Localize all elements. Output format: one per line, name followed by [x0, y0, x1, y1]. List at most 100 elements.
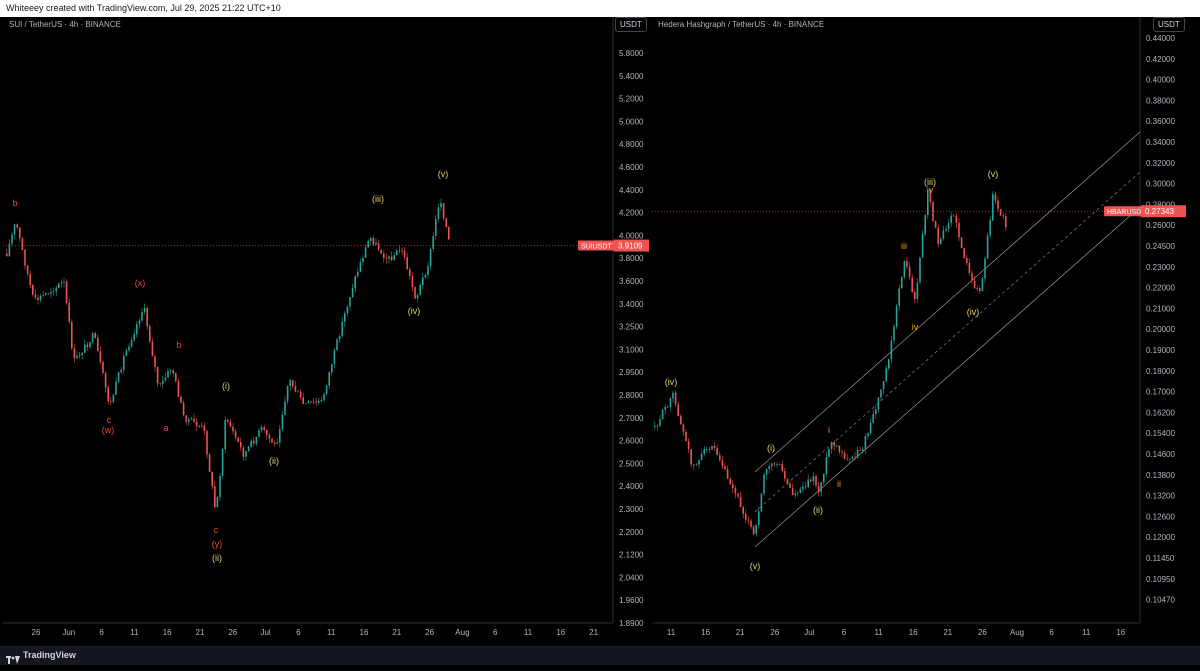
candle-body	[414, 287, 416, 299]
candle-body	[29, 273, 31, 285]
time-tick-label: 26	[32, 628, 41, 637]
candle-body	[708, 449, 711, 450]
candle-body	[656, 425, 659, 427]
candle-body	[713, 446, 716, 449]
time-tick-label: 16	[163, 628, 172, 637]
candle-body	[737, 493, 739, 497]
time-tick-label: 6	[842, 628, 847, 637]
price-tick-label: 4.6000	[619, 163, 644, 172]
price-tick-label: 2.5000	[619, 459, 644, 468]
candle-body	[341, 321, 343, 336]
candle-body	[989, 220, 991, 236]
candle-body	[21, 238, 24, 250]
candle-body	[164, 377, 167, 381]
candle-body	[390, 256, 393, 261]
candle-body	[169, 370, 172, 372]
chart-panel-hbar[interactable]: 0.44000 0.42000 0.40000 0.38000 0.36000 0.340…	[652, 17, 1197, 646]
price-tag-value-bg	[1141, 205, 1186, 218]
price-tick-label: 4.2000	[619, 209, 644, 218]
candle-body	[245, 451, 247, 457]
candle-body	[940, 238, 942, 245]
wave-label: (iv)	[967, 307, 980, 317]
candle-body	[906, 261, 908, 267]
candle-body	[885, 368, 887, 382]
price-tick-label: 0.28000	[1146, 200, 1175, 209]
candle-body	[258, 430, 260, 437]
price-tick-label: 5.8000	[619, 49, 644, 58]
candle-body	[55, 287, 57, 292]
price-tick-label: 0.32000	[1146, 159, 1175, 168]
candle-body	[888, 359, 890, 369]
candle-body	[654, 426, 656, 427]
candle-body	[175, 373, 177, 382]
candle-body	[745, 513, 747, 520]
price-tick-label: 0.23000	[1146, 263, 1175, 272]
candle-body	[942, 230, 945, 239]
hbar-chart[interactable]: 0.44000 0.42000 0.40000 0.38000 0.36000 0.340…	[652, 17, 1197, 646]
candle-body	[325, 385, 328, 394]
price-tick-label: 0.34000	[1146, 138, 1175, 147]
candle-body	[442, 203, 445, 219]
time-tick-label: Jul	[804, 628, 814, 637]
wave-label: (ii)	[813, 505, 823, 515]
candle-body	[279, 429, 281, 443]
candle-body	[979, 288, 981, 292]
candle-body	[763, 474, 765, 494]
chart-panel-sui[interactable]: 5.8000 5.4000 5.2000 5.0000 4.8000 4.6000 4.40…	[3, 17, 649, 646]
candle-body	[151, 341, 154, 357]
candle-body	[232, 426, 234, 432]
wave-label: (iv)	[408, 306, 421, 316]
wave-label: (i)	[767, 443, 775, 453]
candle-body	[141, 312, 143, 321]
candle-body	[950, 215, 952, 223]
wave-label: (i)	[222, 381, 230, 391]
wave-label: (iv)	[665, 377, 678, 387]
price-tick-label: 0.19000	[1146, 346, 1175, 355]
candle-body	[435, 218, 437, 237]
candle-body	[760, 493, 763, 512]
candle-body	[833, 442, 835, 446]
candle-body	[758, 511, 760, 525]
candle-body	[39, 295, 42, 301]
price-tick-label: 0.15400	[1146, 429, 1175, 438]
time-tick-label: 11	[874, 628, 883, 637]
candle-body	[817, 485, 820, 493]
hbar-currency-button[interactable]: USDT	[1153, 17, 1185, 32]
candle-body	[338, 335, 341, 340]
candle-body	[208, 454, 211, 472]
candle-body	[958, 222, 960, 238]
candle-body	[953, 215, 955, 217]
candle-body	[377, 242, 380, 250]
wave-label: (w)	[102, 425, 115, 435]
candle-body	[76, 355, 78, 359]
price-tag-value: 3.9109	[618, 242, 643, 251]
wave-label: (y)	[212, 539, 223, 549]
candle-body	[908, 266, 911, 278]
candle-body	[693, 464, 695, 466]
price-tick-label: 0.38000	[1146, 96, 1175, 105]
candle-body	[11, 234, 13, 244]
price-tick-label: 1.9600	[619, 596, 644, 605]
price-tick-label: 0.42000	[1146, 55, 1175, 64]
candle-body	[802, 486, 804, 490]
sui-chart[interactable]: 5.8000 5.4000 5.2000 5.0000 4.8000 4.6000 4.40…	[3, 17, 649, 646]
candle-body	[794, 493, 796, 496]
candle-body	[336, 339, 338, 350]
candle-body	[214, 486, 216, 508]
candle-body	[955, 215, 958, 223]
candle-body	[344, 313, 346, 322]
candle-body	[932, 202, 934, 221]
tradingview-brand: TradingView	[23, 650, 76, 660]
sui-currency-button[interactable]: USDT	[615, 17, 647, 32]
candle-body	[286, 385, 289, 402]
price-tick-label: 2.2000	[619, 528, 644, 537]
price-tag-value: 0.27343	[1145, 207, 1174, 216]
candle-body	[73, 348, 76, 359]
price-tick-label: 3.6000	[619, 277, 644, 286]
wave-label: iv	[912, 322, 919, 332]
tradingview-logo[interactable]: TradingView	[6, 646, 76, 665]
candle-body	[99, 351, 102, 363]
candle-body	[719, 455, 721, 461]
candle-body	[856, 449, 859, 458]
candle-body	[146, 308, 148, 327]
